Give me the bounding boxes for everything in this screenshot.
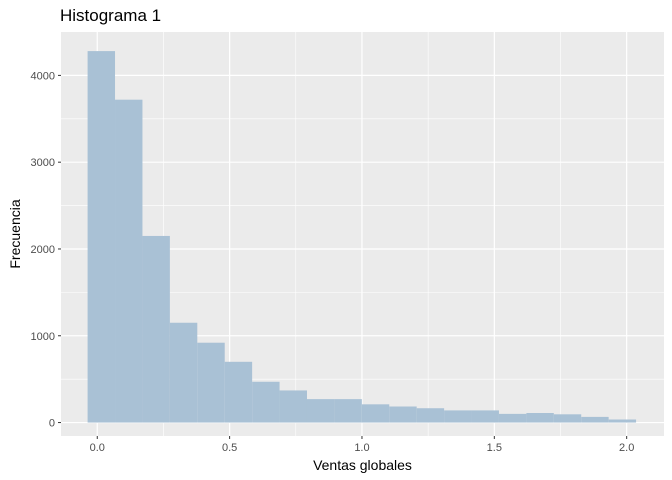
histogram-bar xyxy=(526,413,554,423)
histogram-bar xyxy=(581,416,609,423)
histogram-bar xyxy=(306,399,335,423)
y-tick-label: 1000 xyxy=(31,331,55,343)
y-axis-title: Frecuencia xyxy=(7,199,23,268)
histogram-bar xyxy=(334,399,362,423)
histogram-bar xyxy=(361,404,390,423)
histogram-bar xyxy=(87,51,116,423)
x-axis-ticks: 0.0 0.5 1.0 1.5 2.0 xyxy=(90,436,634,454)
chart-title: Histograma 1 xyxy=(60,6,162,25)
y-tick-label: 0 xyxy=(49,418,55,430)
x-tick-label: 0.0 xyxy=(90,442,105,454)
histogram-bar xyxy=(224,361,253,423)
y-tick-label: 4000 xyxy=(31,70,55,82)
histogram-bar xyxy=(115,99,143,423)
y-tick-label: 3000 xyxy=(31,157,55,169)
x-tick-label: 1.0 xyxy=(354,442,369,454)
histogram-bar xyxy=(389,406,417,423)
histogram-bar xyxy=(553,414,582,423)
x-axis-title: Ventas globales xyxy=(313,457,412,473)
histogram-bar xyxy=(279,390,307,423)
x-tick-label: 1.5 xyxy=(487,442,502,454)
histogram-bar xyxy=(142,235,170,423)
histogram-bar xyxy=(252,381,280,423)
histogram-bar xyxy=(197,342,225,423)
histogram-bar xyxy=(444,410,472,423)
histogram-bar xyxy=(416,408,445,423)
x-tick-label: 0.5 xyxy=(222,442,237,454)
y-axis-ticks: 0 1000 2000 3000 4000 xyxy=(31,70,61,430)
histogram-bar xyxy=(498,413,527,423)
histogram-bar xyxy=(471,410,499,423)
y-tick-label: 2000 xyxy=(31,244,55,256)
x-tick-label: 2.0 xyxy=(619,442,634,454)
histogram-bar xyxy=(608,419,637,423)
histogram-bar xyxy=(169,322,198,423)
histogram-bars xyxy=(87,51,637,423)
